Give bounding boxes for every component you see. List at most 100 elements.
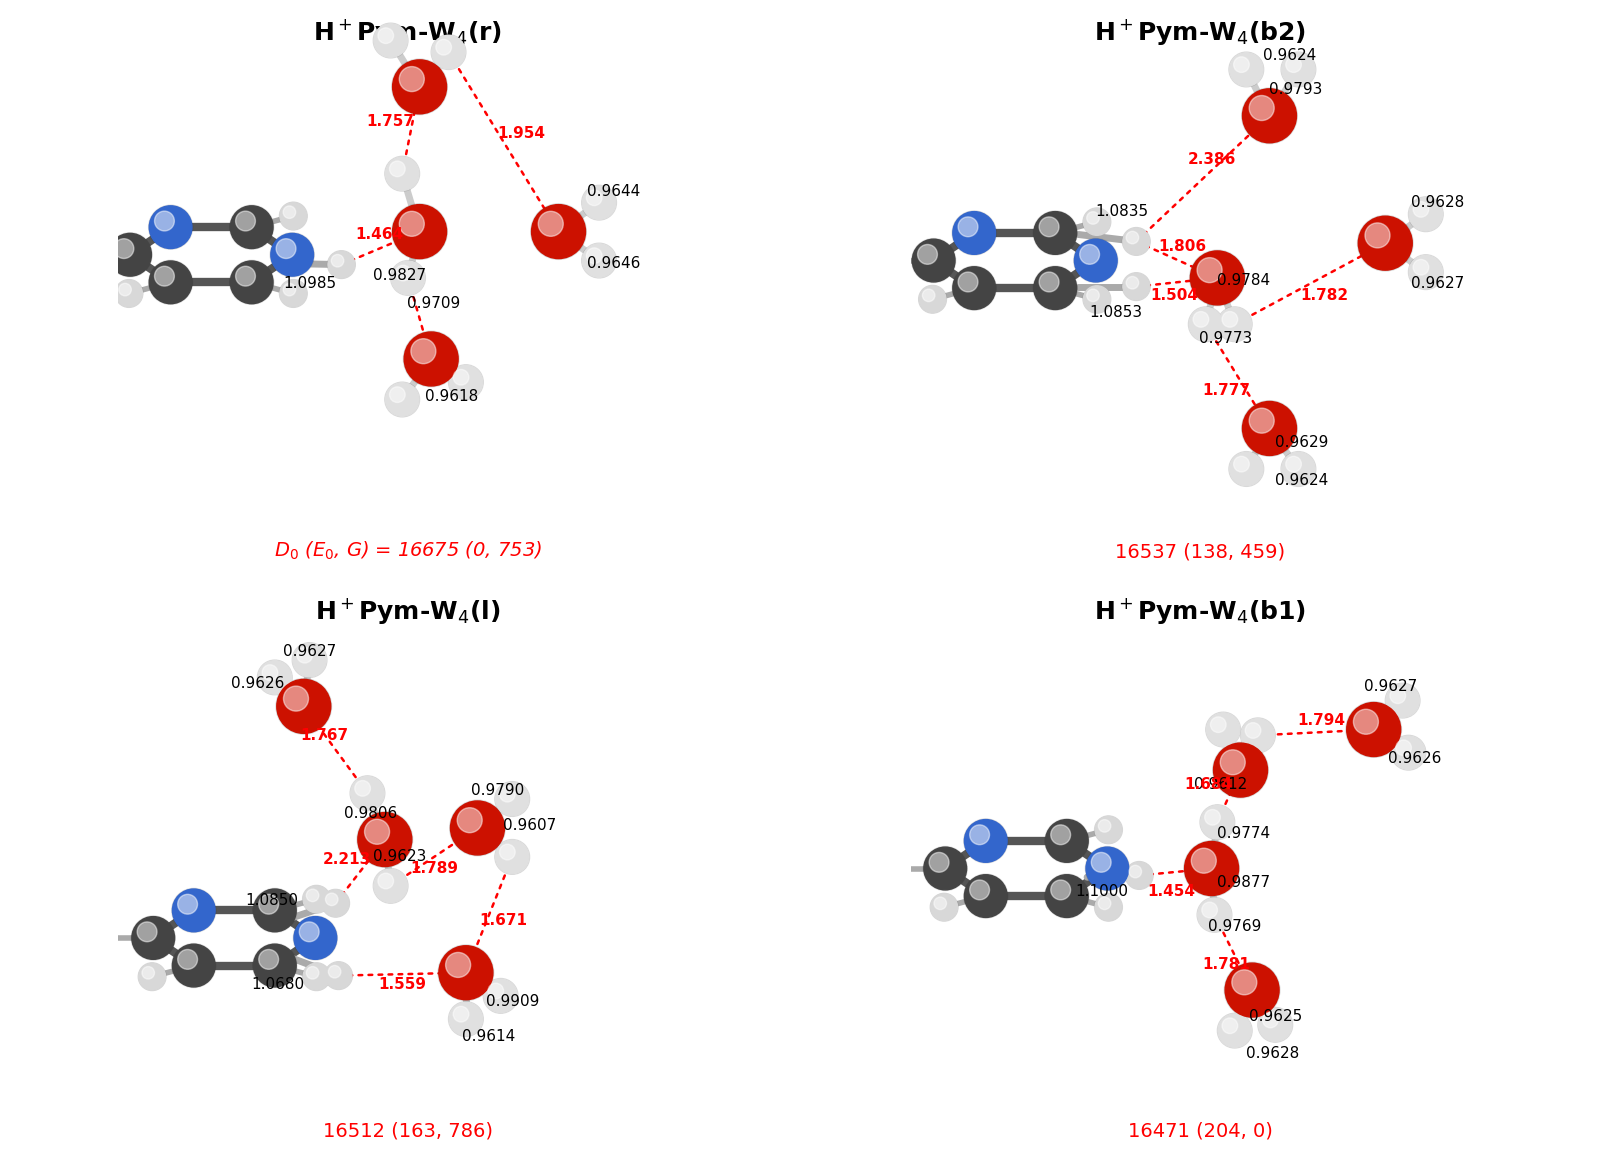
Circle shape [1086,848,1128,889]
Circle shape [1211,717,1226,733]
Circle shape [965,874,1006,917]
Circle shape [392,59,448,115]
Circle shape [1202,902,1218,918]
Circle shape [328,251,355,278]
Circle shape [1083,208,1110,236]
Circle shape [1250,408,1274,433]
Text: 16471 (204, 0): 16471 (204, 0) [1128,1122,1272,1141]
Circle shape [131,917,174,959]
Circle shape [1123,273,1150,300]
Circle shape [1282,52,1315,87]
Circle shape [1286,57,1301,73]
Circle shape [275,679,331,734]
Circle shape [280,279,307,307]
Circle shape [435,39,451,56]
Circle shape [1242,401,1298,456]
Circle shape [114,239,134,258]
Circle shape [582,243,616,278]
Text: 0.9806: 0.9806 [344,806,397,821]
Circle shape [1034,212,1077,255]
Circle shape [1098,897,1110,909]
Circle shape [389,387,405,403]
Circle shape [931,894,958,921]
Circle shape [357,812,413,867]
Circle shape [1218,307,1253,342]
Circle shape [885,858,898,871]
Circle shape [1123,228,1150,255]
Text: H$^+$Pym-W$_4$(b2): H$^+$Pym-W$_4$(b2) [1094,17,1306,47]
Text: 1.782: 1.782 [1301,288,1349,302]
Circle shape [1226,963,1278,1017]
Circle shape [365,819,389,844]
Circle shape [325,961,352,989]
Circle shape [277,239,296,258]
Circle shape [1250,95,1274,120]
Circle shape [118,284,131,295]
Circle shape [488,983,504,999]
Circle shape [1083,286,1110,313]
Circle shape [586,248,602,264]
Circle shape [874,250,886,263]
Circle shape [322,889,349,917]
Circle shape [93,928,106,940]
Circle shape [171,944,216,988]
Circle shape [403,331,459,387]
Circle shape [1245,723,1261,739]
Text: 0.9612: 0.9612 [1194,777,1246,792]
Circle shape [405,332,458,386]
Circle shape [923,846,968,891]
Circle shape [494,782,530,816]
Circle shape [66,241,93,269]
Circle shape [283,206,296,219]
Text: H$^+$Pym-W$_4$(r): H$^+$Pym-W$_4$(r) [314,17,502,47]
Circle shape [918,286,946,313]
Circle shape [582,185,616,220]
Circle shape [1075,240,1117,281]
Circle shape [386,156,419,191]
Text: 0.9607: 0.9607 [502,818,557,833]
Circle shape [302,886,330,913]
Circle shape [970,824,989,844]
Circle shape [1086,290,1099,301]
Text: 0.9626: 0.9626 [1387,752,1442,765]
Circle shape [1192,848,1216,873]
Circle shape [280,203,307,230]
Circle shape [328,251,355,278]
Circle shape [582,185,616,220]
Circle shape [1365,222,1390,248]
Circle shape [965,820,1006,863]
Circle shape [1197,897,1232,932]
Circle shape [1240,718,1275,753]
Circle shape [149,205,192,249]
Circle shape [302,886,330,914]
Circle shape [173,944,214,987]
Circle shape [325,893,338,906]
Circle shape [155,211,174,230]
Text: 0.9627: 0.9627 [1365,679,1418,694]
Circle shape [1034,266,1077,310]
Circle shape [1229,52,1262,87]
Circle shape [1034,211,1077,255]
Circle shape [1258,1007,1293,1042]
Circle shape [1197,257,1222,283]
Text: 0.9626: 0.9626 [230,676,285,690]
Circle shape [450,365,483,400]
Circle shape [283,686,309,711]
Circle shape [1190,251,1245,305]
Circle shape [270,234,314,276]
Circle shape [358,813,411,866]
Circle shape [69,244,82,257]
Circle shape [1130,865,1141,878]
Text: 0.9790: 0.9790 [470,783,525,798]
Circle shape [1222,312,1238,328]
Text: 0.9909: 0.9909 [485,995,539,1009]
Circle shape [378,28,394,44]
Text: 1.559: 1.559 [378,977,426,991]
Circle shape [1232,969,1258,995]
Circle shape [1358,217,1413,270]
Circle shape [451,801,504,855]
Circle shape [325,962,352,989]
Circle shape [1189,307,1222,342]
Circle shape [389,161,405,177]
Circle shape [149,206,192,249]
